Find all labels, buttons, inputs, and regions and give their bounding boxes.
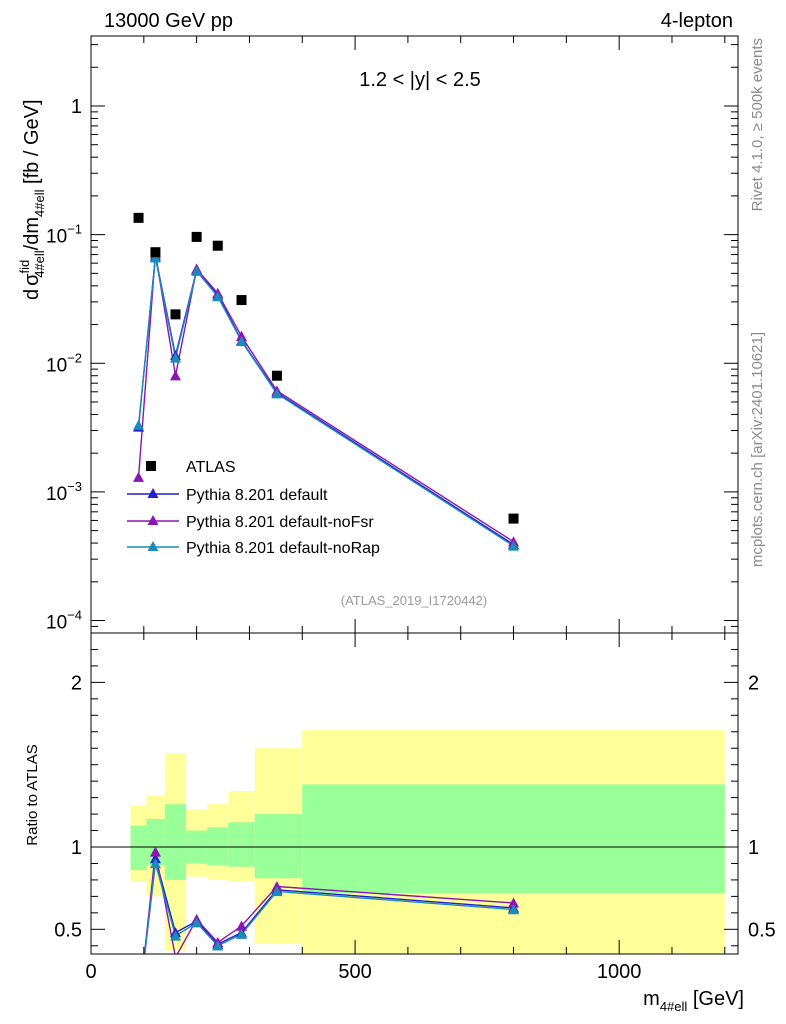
ratio-inner-band-2	[164, 804, 187, 880]
main-marker-s2-2	[170, 352, 182, 363]
legend: ATLAS Pythia 8.201 default Pythia 8.201 …	[127, 459, 380, 557]
main-data-point-5	[236, 295, 247, 306]
ratio-marker-s2-2	[170, 930, 182, 941]
ratio-inner-band-0	[130, 825, 147, 871]
ratio-plot-frame	[90, 632, 739, 955]
xlabel-m: m	[643, 988, 660, 1010]
ratio-inner-band-6	[254, 814, 303, 879]
main-ytick-label-3: 10−3	[46, 479, 82, 505]
ylabel-sigma: σ	[21, 273, 43, 286]
ratio-series-lines	[143, 851, 514, 954]
main-series-line-2	[137, 257, 514, 547]
ratio-axis-ticks	[90, 633, 738, 954]
legend-label-atlas: ATLAS	[186, 459, 236, 476]
main-data-point-7	[508, 513, 519, 524]
ytick-exponent: −4	[67, 608, 82, 623]
legend-marker-nofsr	[147, 515, 159, 525]
main-ytick-label-0: 1	[71, 96, 82, 118]
main-marker-s2-0	[133, 419, 145, 430]
main-y-axis-label: dσfid4#ell/dm4#ell [fb / GeV]	[17, 99, 47, 300]
header-energy: 13000 GeV pp	[104, 10, 233, 32]
xtick-label-2: 1000	[597, 961, 642, 983]
main-marker-s1-0	[133, 471, 145, 482]
main-series-lines	[137, 253, 514, 547]
main-axis-ticks	[90, 36, 738, 634]
ratio-series-line-1	[143, 851, 514, 954]
ytick-base: 10	[46, 484, 67, 505]
ratio-inner-band-4	[207, 827, 229, 866]
main-marker-s2-6	[271, 388, 283, 399]
legend-marker-norap	[147, 541, 159, 551]
legend-marker-default	[147, 488, 159, 498]
ratio-y-axis-label: Ratio to ATLAS	[24, 744, 41, 845]
main-markers	[133, 212, 520, 551]
panel-analysis-id: (ATLAS_2019_I1720442)	[341, 593, 487, 608]
main-ytick-labels: 110−110−210−310−4	[46, 96, 82, 634]
panel-title: 1.2 < |y| < 2.5	[359, 69, 481, 91]
ytick-base: 10	[46, 227, 67, 248]
ytick-base: 10	[46, 355, 67, 376]
ratio-ytick-label-right-0: 0.5	[748, 919, 776, 941]
ratio-marker-s1-5	[236, 920, 248, 931]
ratio-inner-band-1	[146, 819, 165, 866]
ratio-uncertainty-bands	[130, 730, 725, 954]
ylabel-sub2: 4#ell	[32, 189, 47, 217]
main-marker-s2-7	[508, 540, 520, 551]
main-data-point-6	[271, 370, 282, 381]
ratio-ytick-label-left-0: 0.5	[54, 919, 82, 941]
ratio-marker-s2-1	[149, 857, 161, 869]
ylabel-d: d	[21, 289, 43, 300]
ratio-tick-labels: 0.5 0.5 1 1 2 2 0 500 1000	[54, 672, 776, 983]
ratio-marker-s2-7	[508, 904, 520, 915]
ylabel-sub: 4#ell	[32, 250, 47, 278]
main-marker-s2-5	[236, 335, 248, 347]
ytick-exponent: −1	[67, 222, 82, 237]
legend-marker-atlas	[146, 461, 156, 471]
ytick-base: 10	[46, 613, 67, 634]
xtick-label-1: 500	[338, 961, 371, 983]
ratio-series-line-2	[144, 863, 514, 954]
main-data-point-2	[170, 309, 181, 320]
ratio-marker-s1-7	[508, 897, 520, 908]
main-data-point-1	[150, 247, 161, 258]
xlabel-sub: 4#ell	[660, 999, 688, 1014]
ratio-marker-s2-6	[271, 885, 283, 897]
side-rivet-version: Rivet 4.1.0, ≥ 500k events	[749, 38, 766, 211]
legend-label-nofsr: Pythia 8.201 default-noFsr	[186, 514, 374, 531]
ylabel-sup: fid	[17, 260, 32, 274]
ratio-ytick-label-left-2: 2	[71, 672, 82, 694]
main-marker-s1-2	[170, 370, 182, 381]
main-marker-s2-4	[212, 291, 224, 302]
ratio-ytick-label-right-1: 1	[748, 837, 759, 859]
ylabel-mid: /dm	[21, 217, 43, 250]
side-mcplots-ref: mcplots.cern.ch [arXiv:2401.10621]	[749, 332, 766, 567]
ratio-marker-s2-4	[212, 940, 224, 951]
ratio-marker-s2-5	[236, 928, 248, 939]
main-marker-s2-3	[191, 265, 203, 276]
main-data-point-4	[212, 240, 223, 251]
main-data-point-0	[133, 212, 144, 223]
ytick-exponent: −2	[67, 350, 82, 365]
header-process: 4-lepton	[661, 10, 733, 32]
main-ytick-label-4: 10−4	[46, 608, 82, 634]
xlabel-unit: [GeV]	[687, 988, 744, 1010]
ratio-ytick-label-right-2: 2	[748, 672, 759, 694]
ratio-inner-band-7	[302, 784, 725, 894]
ratio-markers	[149, 846, 520, 951]
main-ytick-label-1: 10−1	[46, 222, 82, 248]
ylabel-unit: [fb / GeV]	[21, 99, 43, 189]
legend-label-norap: Pythia 8.201 default-noRap	[186, 540, 380, 557]
main-marker-s2-1	[149, 252, 161, 263]
xtick-label-0: 0	[85, 961, 96, 983]
ratio-marker-s2-3	[191, 917, 203, 928]
main-ytick-label-2: 10−2	[46, 350, 82, 376]
x-axis-label: m4#ell [GeV]	[643, 988, 744, 1014]
ytick-exponent: −3	[67, 479, 82, 494]
ratio-inner-band-5	[228, 822, 255, 867]
ratio-ytick-label-left-1: 1	[71, 837, 82, 859]
main-data-point-3	[191, 231, 202, 242]
legend-label-default: Pythia 8.201 default	[186, 487, 328, 504]
ratio-marker-s1-1	[149, 846, 161, 857]
